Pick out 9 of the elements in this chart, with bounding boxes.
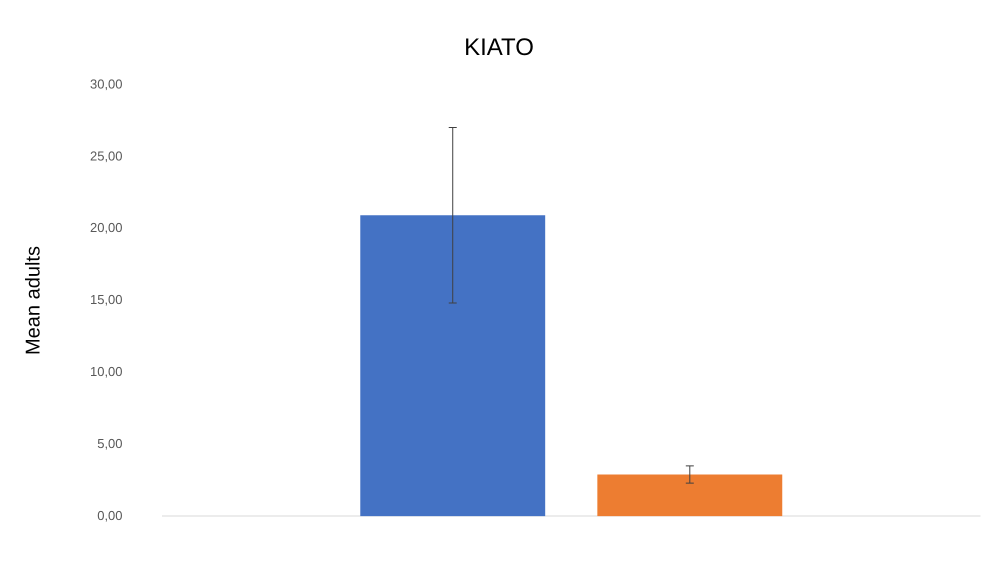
y-tick-label: 20,00 [90, 220, 123, 236]
y-axis-title: Mean adults [22, 246, 45, 355]
y-tick-label: 0,00 [97, 508, 123, 523]
y-tick-label: 30,00 [90, 76, 123, 92]
y-tick-label: 5,00 [97, 436, 123, 451]
y-tick-label: 15,00 [90, 292, 123, 308]
y-tick-label: 25,00 [90, 148, 123, 164]
y-tick-label: 10,00 [90, 364, 123, 379]
chart-title: KIATO [464, 34, 534, 62]
